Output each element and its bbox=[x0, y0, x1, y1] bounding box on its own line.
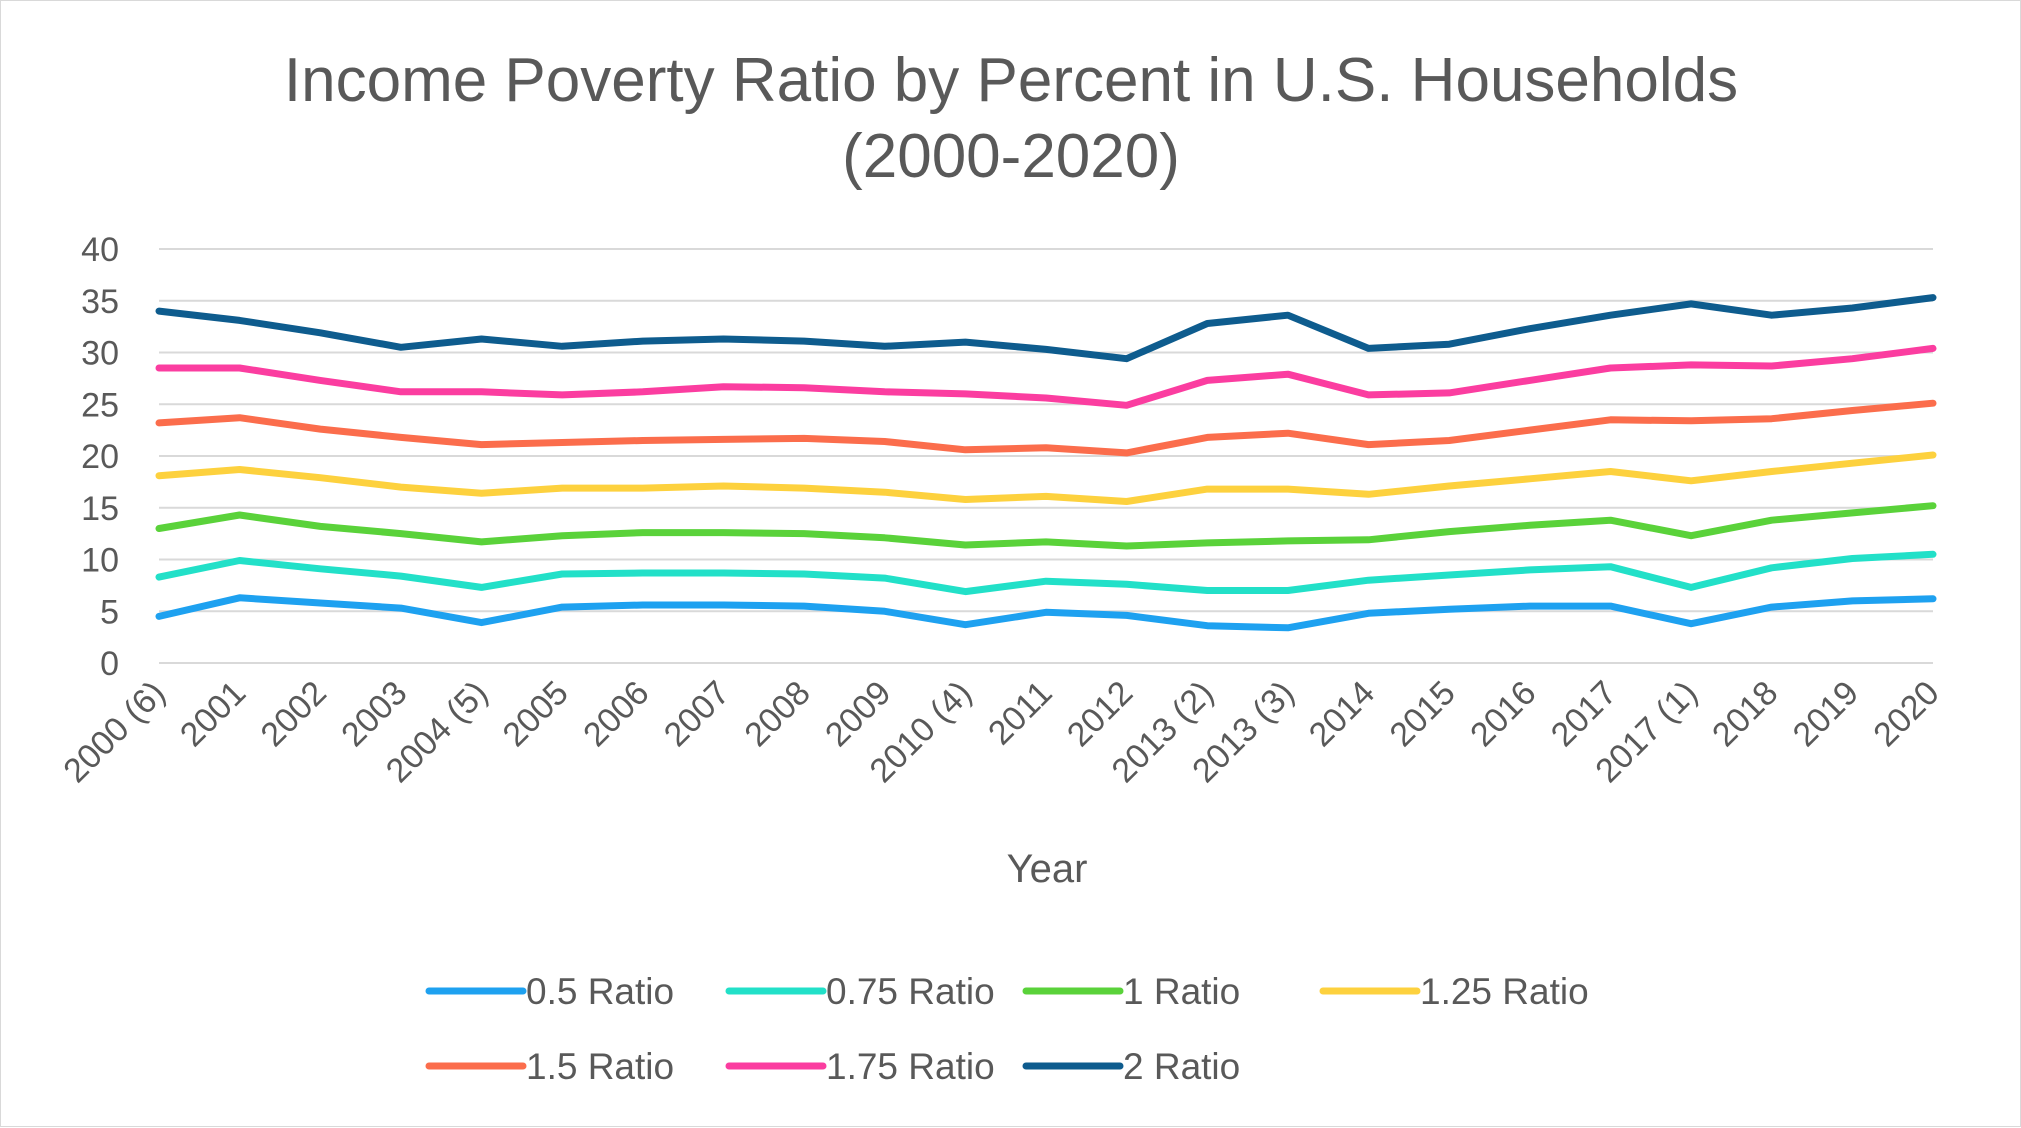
x-tick-label: 2016 bbox=[1463, 674, 1543, 754]
x-tick-label: 2019 bbox=[1786, 674, 1866, 754]
legend-label: 0.5 Ratio bbox=[526, 971, 674, 1012]
x-tick-label: 2001 bbox=[173, 674, 253, 754]
series-lines bbox=[155, 294, 1937, 632]
x-tick-label: 2000 (6) bbox=[56, 674, 172, 790]
series-line-1-25-ratio bbox=[155, 451, 1937, 505]
x-tick-label: 2015 bbox=[1382, 674, 1462, 754]
y-tick-label: 5 bbox=[100, 593, 119, 631]
x-tick-label: 2002 bbox=[254, 674, 334, 754]
x-axis-title: Year bbox=[1007, 847, 1088, 891]
x-tick-label: 2014 bbox=[1302, 674, 1382, 754]
y-tick-label: 35 bbox=[81, 283, 119, 321]
series-line-1-5-ratio bbox=[155, 399, 1937, 457]
x-tick-label: 2011 bbox=[981, 674, 1060, 753]
x-tick-label: 2018 bbox=[1705, 674, 1785, 754]
y-axis-tick-labels: 0 5 10 15 20 25 30 35 40 bbox=[81, 231, 119, 683]
y-tick-label: 30 bbox=[81, 335, 119, 373]
y-tick-label: 15 bbox=[81, 490, 119, 528]
legend-label: 1.5 Ratio bbox=[526, 1046, 674, 1087]
series-line-2-ratio bbox=[155, 294, 1937, 363]
x-tick-label: 2007 bbox=[657, 674, 737, 754]
legend-label: 1.25 Ratio bbox=[1420, 971, 1589, 1012]
series-line-1-75-ratio bbox=[155, 344, 1937, 409]
x-tick-label: 2006 bbox=[576, 674, 656, 754]
gridlines bbox=[159, 248, 1933, 664]
legend-label: 2 Ratio bbox=[1123, 1046, 1240, 1087]
legend-item: 2 Ratio bbox=[1022, 1046, 1240, 1087]
series-line-0-75-ratio bbox=[155, 550, 1937, 596]
y-tick-label: 0 bbox=[100, 645, 119, 683]
series-line-1-ratio bbox=[155, 502, 1937, 550]
y-tick-label: 25 bbox=[81, 386, 119, 424]
series-line-0-5-ratio bbox=[155, 594, 1937, 632]
x-tick-label: 2005 bbox=[495, 674, 575, 754]
y-tick-label: 10 bbox=[81, 542, 119, 580]
legend-item: 1.25 Ratio bbox=[1319, 971, 1589, 1012]
legend-label: 1 Ratio bbox=[1123, 971, 1240, 1012]
legend-item: 0.75 Ratio bbox=[725, 971, 995, 1012]
x-tick-label: 2008 bbox=[737, 674, 817, 754]
legend-item: 0.5 Ratio bbox=[425, 971, 674, 1012]
legend-item: 1 Ratio bbox=[1022, 971, 1240, 1012]
legend-label: 0.75 Ratio bbox=[826, 971, 995, 1012]
chart-title-line-1: Income Poverty Ratio by Percent in U.S. … bbox=[284, 46, 1738, 115]
legend-item: 1.5 Ratio bbox=[425, 1046, 674, 1087]
y-tick-label: 40 bbox=[81, 231, 119, 269]
chart-title: Income Poverty Ratio by Percent in U.S. … bbox=[284, 46, 1738, 191]
legend-item: 1.75 Ratio bbox=[725, 1046, 995, 1087]
chart-title-line-2: (2000-2020) bbox=[842, 122, 1180, 191]
y-tick-label: 20 bbox=[81, 438, 119, 476]
legend-label: 1.75 Ratio bbox=[826, 1046, 995, 1087]
x-tick-label: 2020 bbox=[1866, 674, 1946, 754]
legend: 0.5 Ratio 0.75 Ratio 1 Ratio 1.25 Ratio 1.5 … bbox=[425, 971, 1589, 1087]
